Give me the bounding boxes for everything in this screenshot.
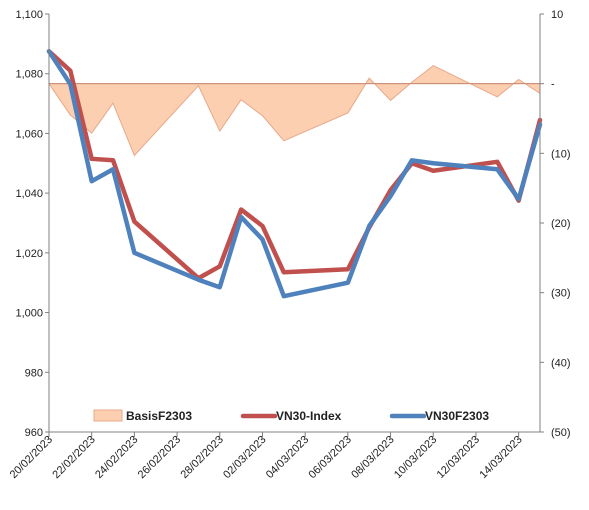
left-tick-label: 1,080 xyxy=(15,69,43,81)
x-tick-label: 12/03/2023 xyxy=(435,434,482,481)
x-axis: 20/02/202322/02/202324/02/202326/02/2023… xyxy=(8,431,540,481)
x-tick-label: 24/02/2023 xyxy=(93,434,140,481)
x-tick-label: 08/03/2023 xyxy=(349,434,396,481)
x-tick-label: 10/03/2023 xyxy=(392,434,439,481)
legend-label-basis: BasisF2303 xyxy=(126,409,192,423)
left-tick-label: 1,060 xyxy=(15,128,43,140)
right-tick-label: (50) xyxy=(551,427,571,439)
x-tick-label: 28/02/2023 xyxy=(178,434,225,481)
legend-swatch-basis xyxy=(93,409,123,422)
right-tick-label: (40) xyxy=(551,357,571,369)
series-area-basisf2303 xyxy=(48,64,541,157)
left-tick-label: 1,000 xyxy=(15,308,43,320)
legend-label-vn30-index: VN30-Index xyxy=(276,409,342,423)
legend-label-vn30f2303: VN30F2303 xyxy=(425,409,489,423)
x-tick-label: 20/02/2023 xyxy=(8,434,55,481)
left-tick-label: 1,020 xyxy=(15,248,43,260)
right-axis: 10 - (10) (20) (30) (40) (50) xyxy=(539,9,571,439)
right-tick-label: - xyxy=(551,79,555,91)
left-tick-label: 960 xyxy=(25,427,43,439)
legend: BasisF2303 VN30-Index VN30F2303 xyxy=(93,409,489,423)
left-tick-label: 1,040 xyxy=(15,188,43,200)
left-axis: 960 980 1,000 1,020 1,040 1,060 1,080 1,100 xyxy=(15,9,50,439)
x-tick-label: 06/03/2023 xyxy=(307,434,354,481)
right-tick-label: (30) xyxy=(551,288,571,300)
x-tick-label: 22/02/2023 xyxy=(50,434,97,481)
right-tick-label: 10 xyxy=(551,9,563,21)
x-tick-label: 26/02/2023 xyxy=(136,434,183,481)
right-tick-label: (10) xyxy=(551,148,571,160)
x-tick-label: 04/03/2023 xyxy=(264,434,311,481)
series-line-vn30f2303 xyxy=(46,49,543,299)
left-tick-label: 1,100 xyxy=(15,9,43,21)
x-tick-label: 14/03/2023 xyxy=(477,434,524,481)
plot-area xyxy=(46,49,543,299)
x-tick-label: 02/03/2023 xyxy=(221,434,268,481)
left-tick-label: 980 xyxy=(25,367,43,379)
right-tick-label: (20) xyxy=(551,218,571,230)
series-line-vn30-index xyxy=(46,49,543,281)
